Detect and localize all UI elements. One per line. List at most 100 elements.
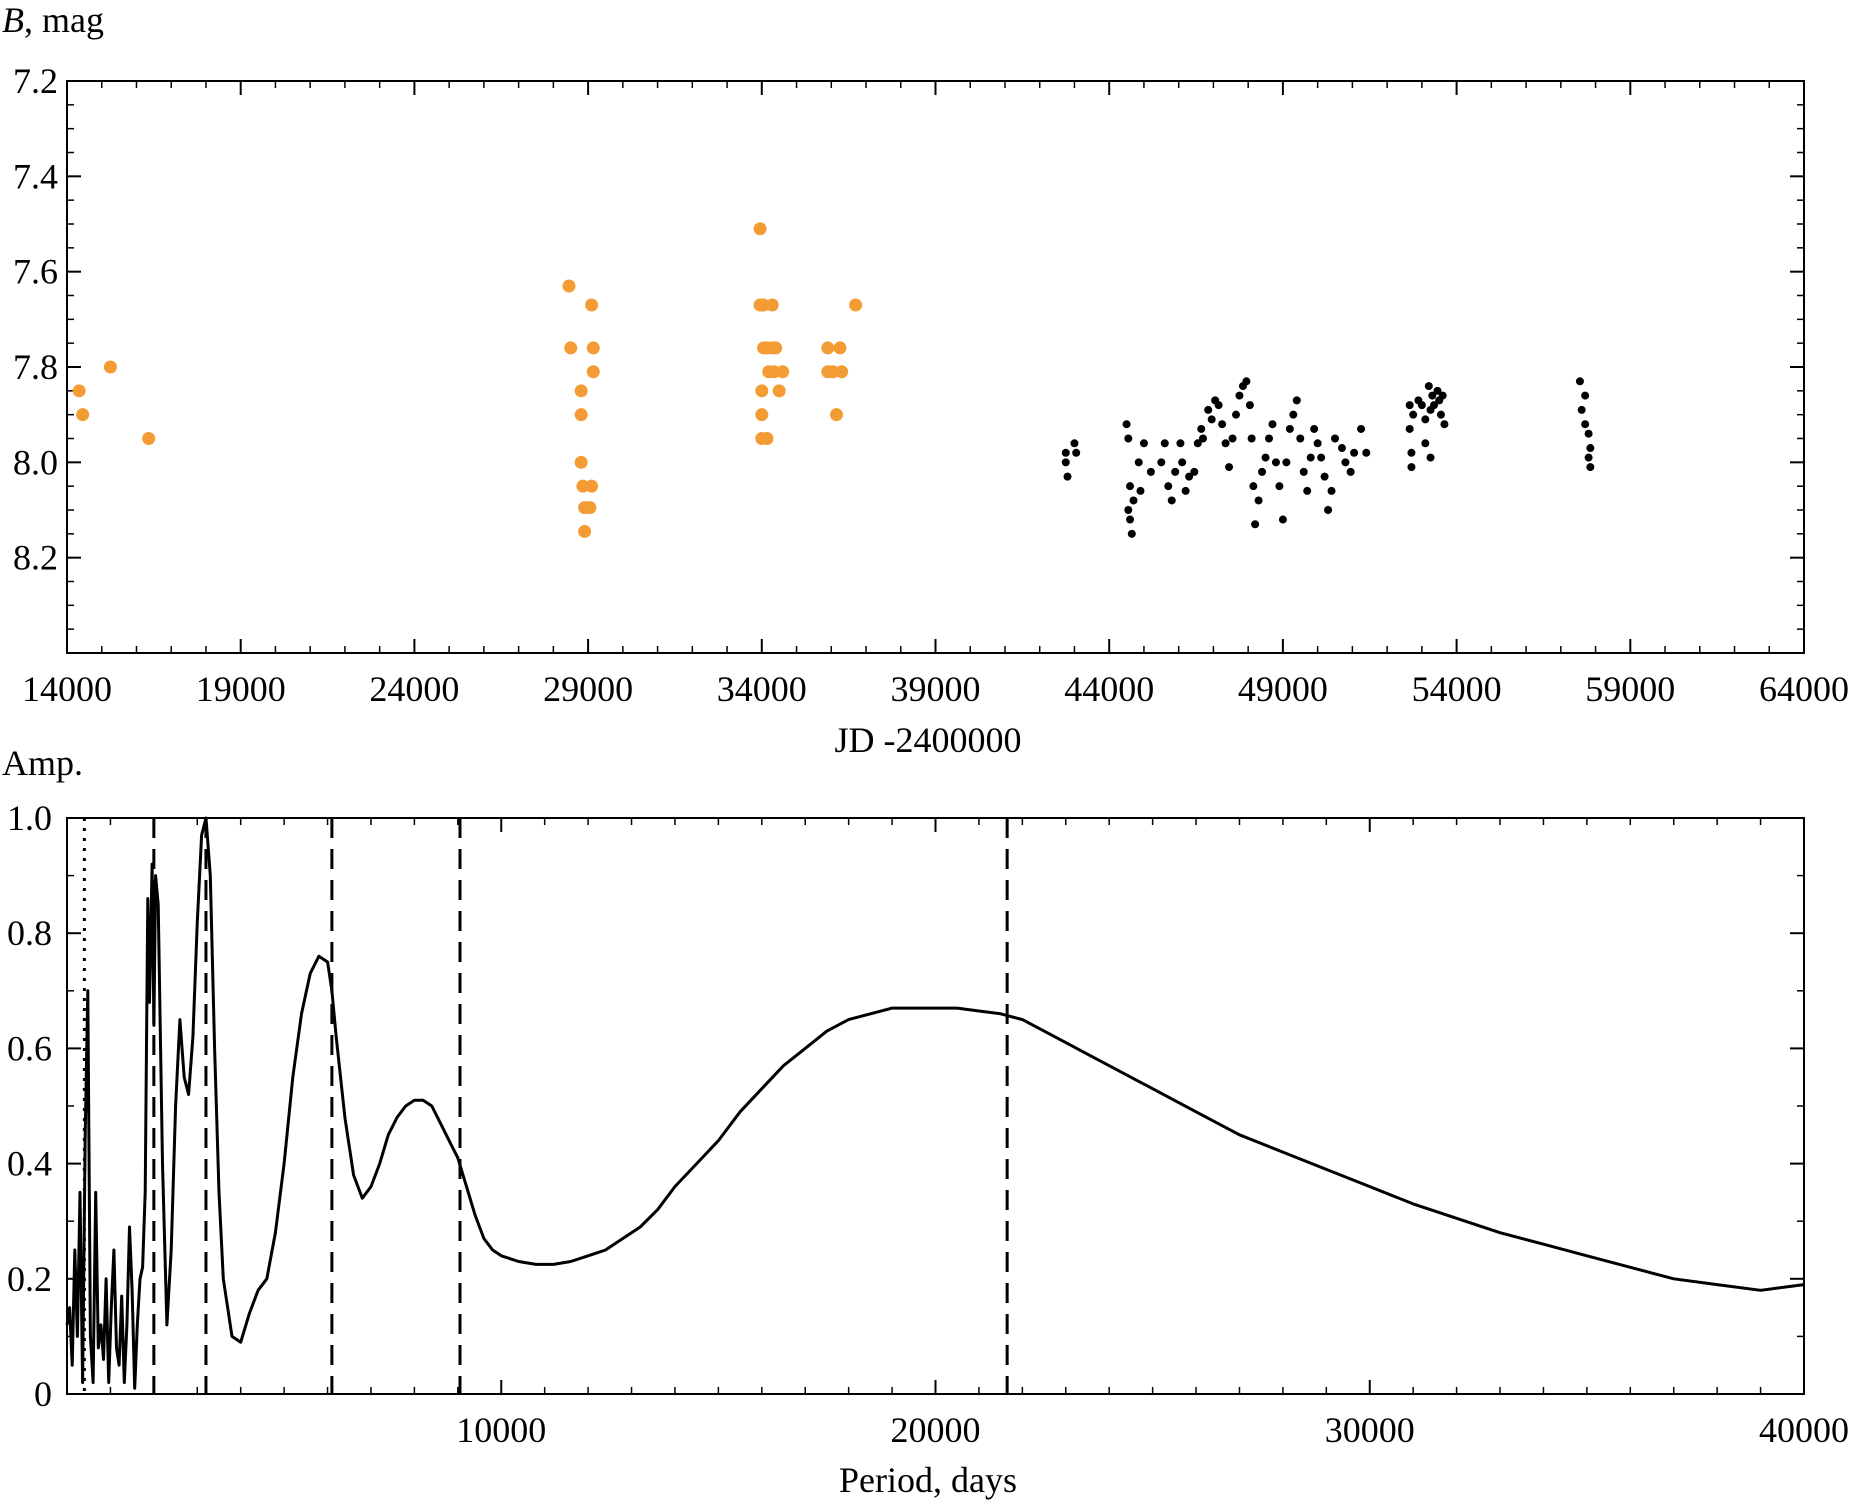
modern-point: [1282, 458, 1291, 467]
modern-point: [1245, 401, 1254, 410]
historical-point: [574, 455, 588, 469]
top-x-tick-label: 24000: [369, 669, 459, 709]
modern-point: [1433, 386, 1442, 395]
modern-point: [1198, 434, 1207, 443]
modern-point: [1299, 467, 1308, 476]
modern-point: [1218, 420, 1227, 429]
modern-point: [1225, 463, 1234, 472]
modern-point: [1124, 506, 1133, 514]
historical-point: [849, 298, 863, 312]
periodogram-panel: Amp. 10000 20000 30000 40000 0 0.2 0.4 0.6 0.8 1…: [2, 743, 1849, 1500]
bottom-x-tick-label: 20000: [891, 1410, 981, 1450]
top-x-axis-label: JD -2400000: [835, 720, 1022, 760]
historical-point: [564, 341, 578, 355]
modern-point: [1586, 463, 1595, 472]
modern-point: [1249, 482, 1258, 491]
modern-point: [1268, 420, 1277, 429]
historical-point: [753, 222, 767, 236]
modern-point: [1581, 391, 1590, 400]
top-x-tick-label: 14000: [22, 669, 112, 709]
modern-point: [1122, 420, 1131, 429]
modern-point: [1275, 482, 1284, 491]
modern-point: [1407, 463, 1416, 472]
modern-point: [1362, 448, 1371, 457]
top-x-tick-label: 64000: [1759, 669, 1849, 709]
modern-point: [1341, 458, 1350, 467]
top-x-tick-label: 29000: [543, 669, 633, 709]
bottom-y-axis-label: Amp.: [2, 743, 83, 783]
modern-point: [1407, 448, 1416, 457]
modern-point: [1235, 391, 1244, 400]
top-x-tick-label: 49000: [1238, 669, 1328, 709]
modern-point: [1185, 472, 1194, 481]
bottom-plot-frame: [66, 817, 1805, 1395]
modern-point: [1409, 410, 1418, 419]
modern-point: [1127, 529, 1136, 538]
modern-point: [1405, 401, 1414, 410]
modern-point: [1261, 453, 1270, 462]
modern-point: [1584, 453, 1593, 462]
bottom-x-tick-label: 30000: [1325, 1410, 1415, 1450]
historical-point: [769, 341, 783, 355]
bottom-y-tick-label: 1.0: [7, 798, 52, 838]
bottom-y-tick-label: 0: [34, 1374, 52, 1414]
top-data-points: [72, 222, 1595, 538]
modern-point: [1421, 439, 1430, 448]
historical-point: [765, 298, 779, 312]
top-plot-frame: [66, 80, 1805, 654]
modern-point: [1181, 486, 1190, 495]
modern-point: [1350, 448, 1359, 457]
modern-point: [1129, 496, 1138, 505]
modern-point: [1271, 458, 1280, 467]
historical-point: [574, 408, 588, 422]
modern-point: [1176, 439, 1185, 448]
modern-point: [1061, 458, 1070, 467]
modern-point: [1586, 444, 1595, 453]
bottom-y-tick-label: 0.2: [7, 1259, 52, 1299]
light-curve-panel: B, mag 14000 19000 24000 29000 34000 39000 440…: [2, 0, 1849, 760]
top-x-tick-label: 59000: [1585, 669, 1675, 709]
top-y-axis-label-rest: , mag: [24, 0, 104, 40]
modern-point: [1310, 424, 1319, 433]
modern-point: [1167, 496, 1176, 505]
modern-point: [1146, 467, 1155, 476]
modern-point: [1430, 401, 1439, 410]
modern-point: [1197, 424, 1206, 433]
bottom-y-tick-label: 0.8: [7, 913, 52, 953]
modern-point: [1417, 401, 1426, 410]
modern-point: [1126, 482, 1135, 491]
modern-point: [1327, 486, 1336, 495]
modern-point: [1178, 458, 1187, 467]
modern-point: [1126, 515, 1135, 524]
modern-point: [1357, 424, 1366, 433]
modern-point: [1292, 396, 1301, 405]
modern-point: [1242, 377, 1251, 386]
modern-point: [1296, 434, 1305, 443]
modern-point: [1346, 467, 1355, 476]
amplitude-spectrum-line: [65, 816, 1805, 1390]
historical-point: [821, 341, 835, 355]
modern-point: [1577, 405, 1586, 414]
modern-point: [1303, 486, 1312, 495]
modern-point: [1265, 434, 1274, 443]
modern-point: [1136, 486, 1145, 495]
bottom-y-tick-label: 0.6: [7, 1028, 52, 1068]
modern-point: [1317, 453, 1326, 462]
modern-point: [1405, 424, 1414, 433]
modern-point: [1072, 448, 1081, 457]
historical-point: [585, 298, 599, 312]
modern-point: [1421, 415, 1430, 424]
historical-point: [103, 360, 117, 374]
top-x-tick-label: 34000: [717, 669, 807, 709]
modern-point: [1254, 496, 1263, 505]
historical-point: [772, 384, 786, 398]
historical-point: [776, 365, 790, 379]
historical-point: [829, 408, 843, 422]
modern-point: [1157, 458, 1166, 467]
bottom-x-tick-label: 10000: [456, 1410, 546, 1450]
modern-point: [1193, 439, 1202, 448]
top-x-tick-label: 39000: [891, 669, 981, 709]
bottom-y-tick-labels: 0 0.2 0.4 0.6 0.8 1.0: [7, 798, 52, 1414]
modern-point: [1251, 520, 1260, 529]
modern-point: [1436, 410, 1445, 419]
